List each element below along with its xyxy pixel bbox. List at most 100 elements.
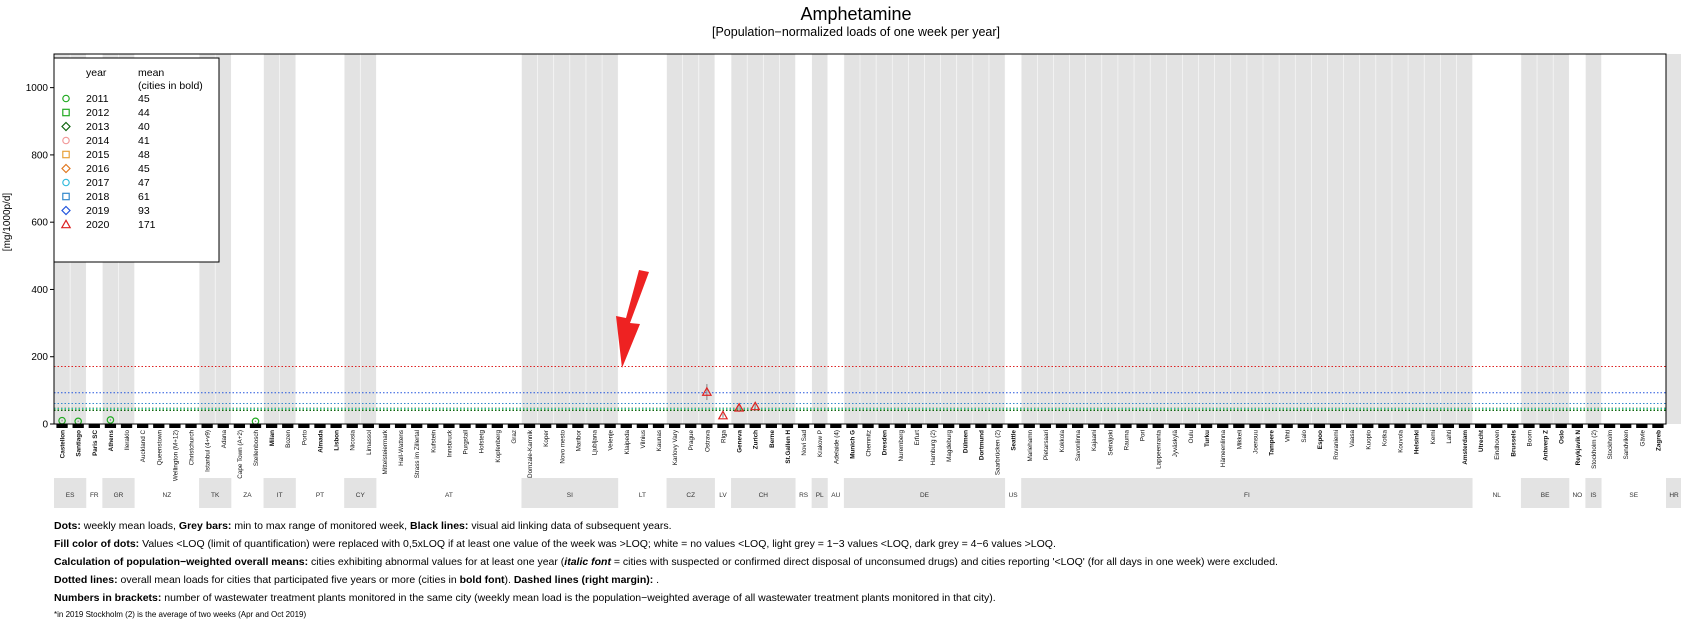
city-baseline-mark bbox=[1023, 424, 1035, 428]
city-label: Oslo bbox=[1559, 430, 1566, 444]
city-label: Ostrava bbox=[704, 430, 711, 453]
legend-mean-2011: 45 bbox=[138, 93, 150, 105]
country-label-lv: LV bbox=[719, 492, 727, 499]
city-baseline-mark bbox=[1603, 424, 1616, 428]
legend-year-2020: 2020 bbox=[86, 219, 110, 231]
country-label-cz: CZ bbox=[686, 492, 695, 499]
country-label-band-it bbox=[263, 478, 296, 508]
city-baseline-mark bbox=[137, 424, 149, 428]
city-baseline-mark bbox=[362, 424, 374, 428]
country-label-nz: NZ bbox=[163, 492, 172, 499]
city-label: Sandviken bbox=[1623, 430, 1630, 460]
city-label: St.Gallen H bbox=[785, 430, 792, 464]
country-label-si: SI bbox=[567, 492, 573, 499]
city-baseline-mark bbox=[991, 424, 1003, 428]
chart-area: 0 200 400 600 800 1000 Castellon Santiago Paris… bbox=[2, 4, 1681, 508]
data-point-2020 bbox=[749, 401, 761, 411]
legend-mean-2016: 45 bbox=[138, 163, 150, 175]
city-label: Espoo bbox=[1317, 430, 1324, 449]
city-baseline-mark bbox=[1104, 424, 1116, 428]
city-baseline-mark bbox=[217, 424, 229, 428]
city-baseline-mark bbox=[572, 424, 584, 428]
country-label-is: IS bbox=[1590, 492, 1597, 499]
country-label-band-ch bbox=[731, 478, 796, 508]
legend-year-2012: 2012 bbox=[86, 107, 110, 119]
city-baseline-mark bbox=[959, 424, 971, 428]
legend-marker-2016 bbox=[61, 163, 71, 174]
legend-marker-2015 bbox=[62, 150, 70, 159]
legend-year-2015: 2015 bbox=[86, 149, 110, 161]
city-label: Stockholm bbox=[1607, 430, 1614, 459]
y-tick-label: 200 bbox=[31, 352, 48, 363]
country-label-se: SE bbox=[1629, 492, 1638, 499]
city-baseline-mark bbox=[378, 424, 391, 428]
city-baseline-mark bbox=[830, 424, 842, 428]
city-baseline-mark bbox=[153, 424, 165, 428]
city-baseline-mark bbox=[330, 424, 342, 428]
legend-mean-2020: 171 bbox=[138, 219, 156, 231]
city-baseline-mark bbox=[265, 424, 278, 428]
country-label-gr: GR bbox=[114, 492, 124, 499]
country-label-band-cz bbox=[666, 478, 715, 508]
city-baseline-mark bbox=[1442, 424, 1455, 428]
city-label: Lappeenranta bbox=[1156, 430, 1163, 469]
country-label-rs: RS bbox=[799, 492, 809, 499]
city-baseline-mark bbox=[894, 424, 906, 428]
legend-header-mean: mean bbox=[138, 67, 164, 79]
country-label-fr: FR bbox=[90, 492, 99, 499]
country-label-us: US bbox=[1009, 492, 1019, 499]
city-baseline-mark bbox=[1217, 424, 1229, 428]
city-label: Joensuu bbox=[1252, 430, 1259, 454]
country-band-is bbox=[1585, 54, 1602, 424]
city-baseline-mark bbox=[717, 424, 729, 428]
city-baseline-mark bbox=[749, 424, 761, 428]
legend-marker-2014 bbox=[62, 136, 70, 145]
city-baseline-mark bbox=[1394, 424, 1406, 428]
city-label: Amsterdam bbox=[1462, 430, 1469, 465]
country-label-hr: HR bbox=[1669, 492, 1679, 499]
city-baseline-mark bbox=[314, 424, 326, 428]
city-baseline-mark bbox=[1507, 424, 1519, 428]
city-baseline-mark bbox=[604, 424, 616, 428]
data-point-2020 bbox=[733, 402, 745, 412]
legend-year-2016: 2016 bbox=[86, 163, 110, 175]
city-baseline-mark bbox=[878, 424, 890, 428]
y-axis-label: [mg/1000p/d] bbox=[2, 193, 13, 252]
city-label: Riga bbox=[720, 430, 727, 443]
city-label: Christchurch bbox=[189, 430, 196, 466]
city-label: Kufstein bbox=[430, 430, 437, 453]
city-baseline-mark bbox=[814, 424, 826, 428]
city-baseline-mark bbox=[1346, 424, 1358, 428]
y-axis: 0 200 400 600 800 1000 bbox=[26, 83, 54, 431]
city-label: Zurich bbox=[753, 430, 760, 449]
city-label: Gävle bbox=[1639, 430, 1646, 447]
city-label: Kajaani bbox=[1091, 430, 1098, 451]
data-point-2020 bbox=[717, 410, 729, 420]
country-label-ch: CH bbox=[759, 492, 769, 499]
city-baseline-mark bbox=[620, 424, 632, 428]
data-point-2020 bbox=[701, 386, 713, 396]
country-label-band-be bbox=[1520, 478, 1570, 508]
city-label: Koper bbox=[543, 430, 550, 447]
country-band-cz bbox=[666, 54, 715, 424]
city-baseline-mark bbox=[443, 424, 455, 428]
city-baseline-mark bbox=[249, 424, 262, 428]
country-label-it: IT bbox=[277, 492, 283, 499]
mean-lines bbox=[54, 365, 1666, 412]
city-baseline-mark bbox=[1281, 424, 1293, 428]
legend-header-year: year bbox=[86, 67, 107, 79]
city-baseline-mark bbox=[201, 424, 213, 428]
country-label-band-fi bbox=[1021, 478, 1473, 508]
city-label: Krakow P bbox=[817, 430, 824, 457]
city-baseline-mark bbox=[701, 424, 713, 428]
city-baseline-mark bbox=[1071, 424, 1084, 428]
city-label: Velenje bbox=[608, 430, 615, 451]
country-label-band-es bbox=[54, 478, 87, 508]
city-baseline-mark bbox=[1474, 424, 1487, 428]
city-label: Novo mesto bbox=[559, 430, 566, 464]
city-baseline-mark bbox=[1555, 424, 1567, 428]
city-label: Zagreb bbox=[1655, 430, 1662, 451]
footnote-1: Dots: weekly mean loads, Grey bars: min … bbox=[54, 520, 672, 532]
country-label-band-gr bbox=[102, 478, 135, 508]
